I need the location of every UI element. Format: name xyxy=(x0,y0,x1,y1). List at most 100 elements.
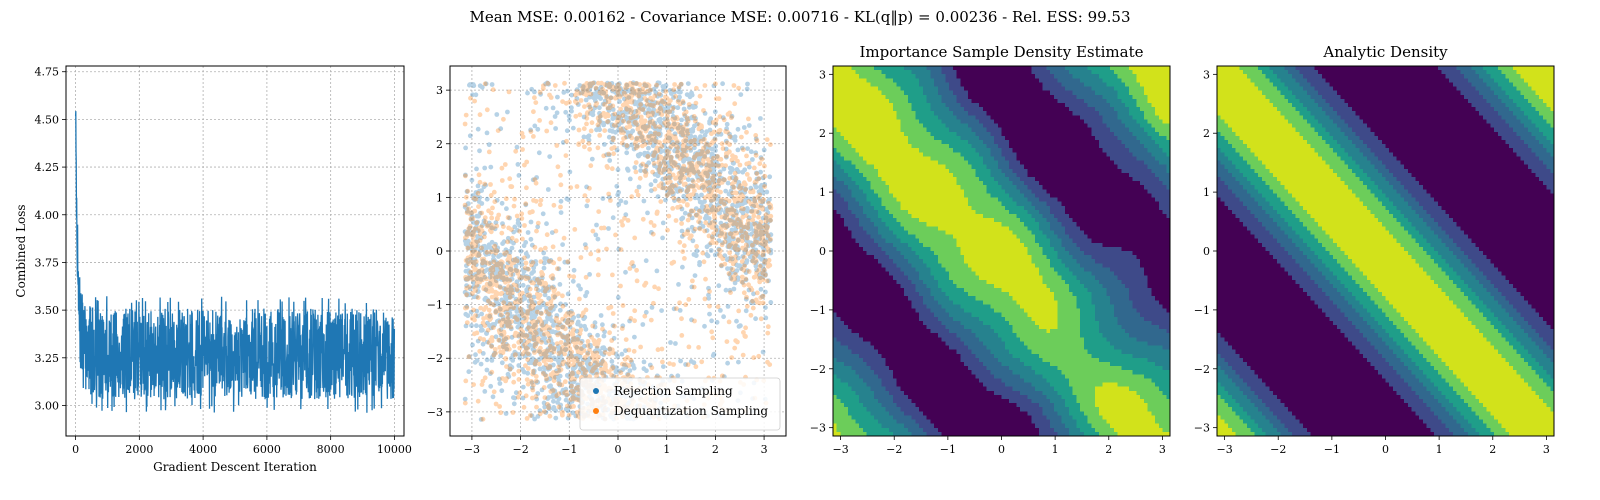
scatter-point xyxy=(754,228,760,234)
scatter-point xyxy=(494,223,500,229)
scatter-point xyxy=(565,291,571,297)
scatter-point xyxy=(490,87,496,93)
scatter-point xyxy=(621,130,626,136)
scatter-point xyxy=(676,84,682,90)
scatter-point xyxy=(625,168,631,173)
scatter-point xyxy=(663,94,668,100)
density-cell xyxy=(833,407,838,412)
density-cell xyxy=(851,107,857,112)
density-cell xyxy=(855,131,860,137)
scatter-point xyxy=(702,187,708,193)
scatter-point xyxy=(516,363,522,368)
scatter-point xyxy=(558,172,563,178)
density-cell xyxy=(833,288,838,293)
scatter-point xyxy=(637,175,643,181)
scatter-point xyxy=(674,139,680,144)
scatter-point xyxy=(546,338,552,344)
density-cell xyxy=(833,263,838,269)
scatter-point xyxy=(463,173,468,179)
density-cell xyxy=(851,218,857,223)
scatter-point xyxy=(685,118,691,124)
density-cell xyxy=(847,123,853,129)
density-cell xyxy=(844,353,849,359)
scatter-point xyxy=(580,138,586,144)
density-cell xyxy=(855,320,860,326)
y-tick-label: 4.00 xyxy=(35,209,60,222)
density-cell xyxy=(851,66,857,71)
scatter-point xyxy=(750,157,755,162)
density-cell xyxy=(859,74,864,79)
scatter-point xyxy=(718,220,724,226)
scatter-point xyxy=(602,98,608,104)
density-cell xyxy=(847,316,853,322)
scatter-point xyxy=(652,284,657,290)
density-cell xyxy=(847,172,853,178)
scatter-point xyxy=(515,394,521,400)
scatter-point xyxy=(705,157,711,162)
scatter-point xyxy=(622,96,627,102)
scatter-point xyxy=(607,81,612,87)
scatter-point xyxy=(511,282,517,288)
scatter-point xyxy=(704,244,710,250)
density-cell xyxy=(836,329,842,334)
scatter-point xyxy=(470,342,475,348)
density-cell xyxy=(847,362,853,367)
density-cell xyxy=(847,230,853,236)
scatter-point xyxy=(528,127,533,133)
scatter-point xyxy=(740,214,746,220)
scatter-point xyxy=(712,215,718,221)
density-cell xyxy=(840,366,845,371)
scatter-point xyxy=(722,261,728,267)
scatter-point xyxy=(528,236,534,242)
density-cell xyxy=(855,403,860,408)
density-cell xyxy=(859,119,864,125)
scatter-point xyxy=(682,256,687,261)
scatter-point xyxy=(557,331,563,337)
scatter-point xyxy=(586,141,592,146)
density-cell xyxy=(847,263,853,269)
scatter-point xyxy=(542,256,548,261)
scatter-point xyxy=(494,112,500,117)
density-cell xyxy=(844,148,849,153)
scatter-point xyxy=(635,192,641,198)
density-cell xyxy=(836,107,842,112)
density-cell xyxy=(844,119,849,125)
density-cell xyxy=(855,144,860,149)
scatter-point xyxy=(721,117,727,123)
density-cell xyxy=(859,246,864,252)
scatter-point xyxy=(466,354,472,360)
loss-curve-panel: 0 2000 4000 6000 8000 100003.003.253.503.754.… xyxy=(14,65,412,474)
scatter-point xyxy=(697,260,702,265)
legend-marker xyxy=(593,408,599,414)
scatter-point xyxy=(520,134,526,140)
scatter-point xyxy=(630,82,636,87)
density-cell xyxy=(844,251,849,256)
scatter-point xyxy=(467,231,473,237)
scatter-point xyxy=(688,208,694,214)
scatter-point xyxy=(564,196,570,202)
scatter-point xyxy=(508,264,514,270)
scatter-point xyxy=(707,311,712,317)
scatter-point xyxy=(563,153,569,159)
scatter-point xyxy=(594,372,600,377)
scatter-point xyxy=(584,81,590,86)
scatter-point xyxy=(599,89,604,95)
density-cell xyxy=(833,353,838,359)
density-cell xyxy=(833,337,838,343)
scatter-point xyxy=(622,91,627,97)
scatter-point xyxy=(692,188,697,194)
scatter-point xyxy=(723,215,729,221)
scatter-point xyxy=(720,146,726,151)
scatter-point xyxy=(523,260,529,266)
density-cell xyxy=(844,345,849,351)
scatter-point xyxy=(491,389,497,395)
scatter-point xyxy=(522,349,528,355)
density-cell xyxy=(833,148,838,153)
density-cell xyxy=(855,205,860,211)
scatter-point xyxy=(669,260,675,266)
scatter-point xyxy=(665,227,670,233)
scatter-point xyxy=(590,228,596,234)
density-cell xyxy=(859,304,864,310)
scatter-point xyxy=(594,101,599,106)
density-cell xyxy=(833,214,838,219)
